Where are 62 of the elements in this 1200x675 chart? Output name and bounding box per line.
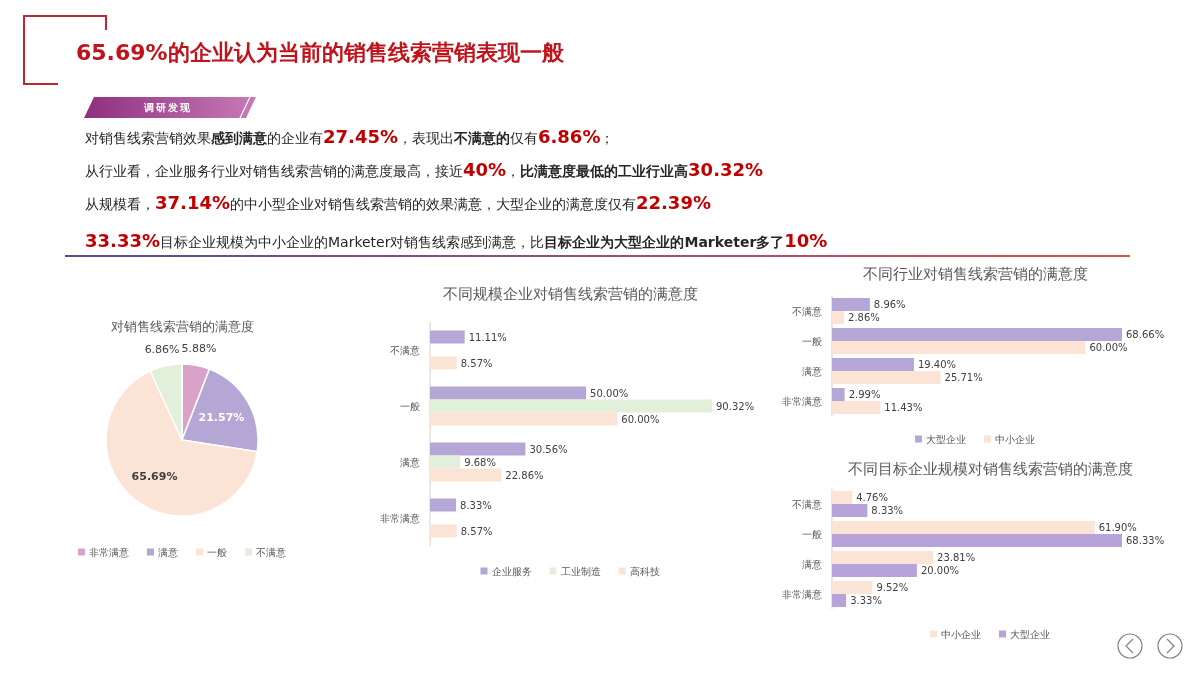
y-tick-label: 不满意 xyxy=(792,498,822,510)
text: 从行业看，企业服务行业对销售线索营销的满意度最高，接近40%，比满意度最低的工业行业高30.32% xyxy=(85,159,764,180)
y-tick-label: 一般 xyxy=(802,335,822,347)
text: 65.69%的企业认为当前的销售线索营销表现一般 xyxy=(76,40,565,65)
data-label: 65.69% xyxy=(131,470,178,484)
y-tick-label: 非常满意 xyxy=(380,512,420,524)
data-label: 8.57% xyxy=(460,357,493,369)
data-label: 2.86% xyxy=(848,312,880,323)
data-label: 20.00% xyxy=(920,565,960,576)
legend-label: 中小企业 xyxy=(941,628,981,640)
legend-label: 高科技 xyxy=(629,565,660,577)
data-label: 2.99% xyxy=(848,389,881,400)
data-label: 9.68% xyxy=(464,456,496,468)
data-label: 11.43% xyxy=(884,402,923,413)
text: 调研发现 xyxy=(143,102,192,113)
legend-label: 工业制造 xyxy=(560,565,601,577)
data-label: 8.33% xyxy=(871,505,904,516)
y-tick-label: 不满意 xyxy=(792,305,822,317)
legend-label: 非常满意 xyxy=(89,546,129,558)
data-label: 8.96% xyxy=(873,299,906,310)
data-label: 30.56% xyxy=(529,443,568,455)
data-label: 22.86% xyxy=(505,469,544,481)
data-label: 23.81% xyxy=(937,552,976,563)
y-tick-label: 一般 xyxy=(802,528,822,540)
data-label: 60.00% xyxy=(1089,342,1128,353)
legend-label: 中小企业 xyxy=(995,433,1035,445)
data-label: 68.33% xyxy=(1126,535,1165,546)
data-label: 4.76% xyxy=(856,492,888,503)
chart-title: 对销售线索营销的满意度 xyxy=(110,319,254,334)
legend-label: 大型企业 xyxy=(1010,628,1050,640)
y-tick-label: 满意 xyxy=(400,456,420,468)
data-label: 6.86% xyxy=(144,343,180,356)
data-label: 11.11% xyxy=(468,331,507,343)
y-tick-label: 满意 xyxy=(802,365,822,377)
data-label: 68.66% xyxy=(1126,329,1165,340)
data-label: 50.00% xyxy=(590,387,629,399)
text: 从规模看，37.14%的中小型企业对销售线索营销的效果满意，大型企业的满意度仅有22.39% xyxy=(85,192,711,213)
y-tick-label: 一般 xyxy=(400,400,420,412)
data-label: 9.52% xyxy=(876,582,909,593)
legend-label: 企业服务 xyxy=(491,565,532,577)
legend-label: 一般 xyxy=(207,546,227,558)
data-label: 8.33% xyxy=(460,499,492,511)
chart-title: 不同行业对销售线索营销的满意度 xyxy=(862,265,1088,283)
y-tick-label: 非常满意 xyxy=(782,395,822,407)
data-label: 19.40% xyxy=(917,359,957,370)
y-tick-label: 满意 xyxy=(802,558,822,570)
data-label: 5.88% xyxy=(181,342,217,356)
data-label: 25.71% xyxy=(944,372,983,383)
legend-label: 满意 xyxy=(158,546,178,558)
data-label: 90.32% xyxy=(716,400,755,412)
data-label: 60.00% xyxy=(621,413,660,425)
chart-title: 不同目标企业规模对销售线索营销的满意度 xyxy=(847,460,1133,478)
legend-label: 不满意 xyxy=(256,546,286,558)
legend-label: 大型企业 xyxy=(926,433,966,445)
data-label: 3.33% xyxy=(850,595,882,606)
text: 对销售线索营销效果感到满意的企业有27.45%，表现出不满意的仅有6.86%； xyxy=(85,126,615,147)
chart-title: 不同规模企业对销售线索营销的满意度 xyxy=(442,285,698,303)
y-tick-label: 不满意 xyxy=(390,344,420,356)
data-label: 61.90% xyxy=(1098,522,1137,533)
data-label: 8.57% xyxy=(460,525,493,537)
y-tick-label: 非常满意 xyxy=(782,588,822,600)
data-label: 21.57% xyxy=(198,411,245,425)
